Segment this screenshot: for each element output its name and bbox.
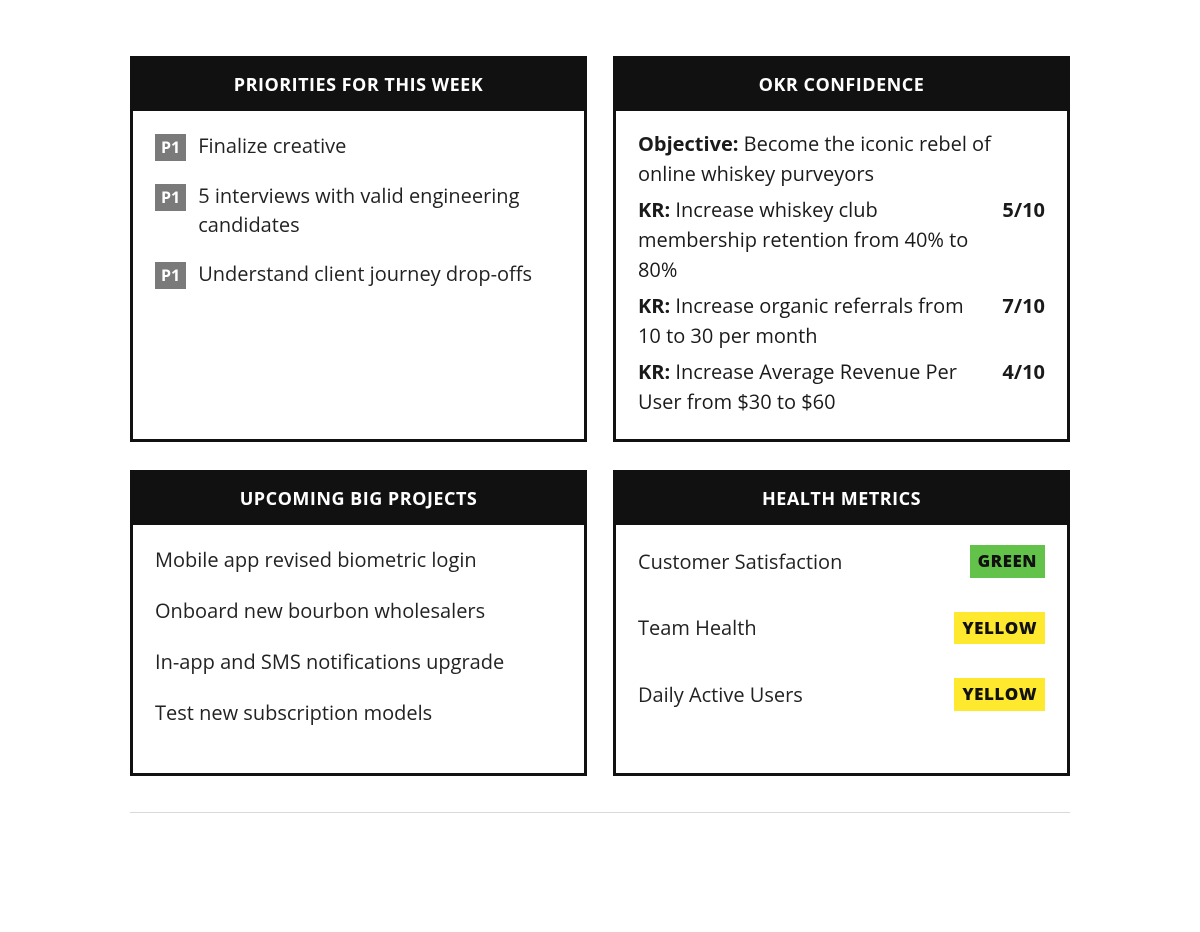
health-label: Daily Active Users xyxy=(638,680,803,709)
health-status-badge: GREEN xyxy=(970,545,1045,578)
project-item: Mobile app revised biometric login xyxy=(155,545,562,574)
health-row: Customer Satisfaction GREEN xyxy=(638,545,1045,578)
priority-badge: P1 xyxy=(155,134,186,161)
okr-kr-text: KR: Increase organic referrals from 10 t… xyxy=(638,291,986,351)
projects-card: UPCOMING BIG PROJECTS Mobile app revised… xyxy=(130,470,587,776)
okr-kr-text: KR: Increase whiskey club membership ret… xyxy=(638,195,986,285)
priority-item: P1 5 interviews with valid engineering c… xyxy=(155,181,562,239)
okr-kr-score: 7/10 xyxy=(1002,291,1045,351)
okr-objective: Objective: Become the iconic rebel of on… xyxy=(638,129,1045,189)
priority-badge: P1 xyxy=(155,184,186,211)
health-card: HEALTH METRICS Customer Satisfaction GRE… xyxy=(613,470,1070,776)
okr-card: OKR CONFIDENCE Objective: Become the ico… xyxy=(613,56,1070,442)
project-item: In-app and SMS notifications upgrade xyxy=(155,647,562,676)
priority-text: Finalize creative xyxy=(198,131,562,160)
okr-kr-score: 4/10 xyxy=(1002,357,1045,417)
health-row: Team Health YELLOW xyxy=(638,612,1045,645)
okr-kr-label: KR: xyxy=(638,292,670,319)
okr-header: OKR CONFIDENCE xyxy=(616,59,1067,111)
okr-kr-label: KR: xyxy=(638,196,670,223)
health-status-badge: YELLOW xyxy=(954,612,1045,645)
projects-header: UPCOMING BIG PROJECTS xyxy=(133,473,584,525)
priority-item: P1 Finalize creative xyxy=(155,131,562,161)
okr-kr: KR: Increase Average Revenue Per User fr… xyxy=(638,357,1045,417)
health-body: Customer Satisfaction GREEN Team Health … xyxy=(616,525,1067,769)
priority-badge: P1 xyxy=(155,262,186,289)
okr-kr-desc: Increase Average Revenue Per User from $… xyxy=(638,358,957,415)
okr-kr-desc: Increase whiskey club membership retenti… xyxy=(638,196,968,283)
priorities-body: P1 Finalize creative P1 5 interviews wit… xyxy=(133,111,584,333)
project-item: Test new subscription models xyxy=(155,698,562,727)
project-item: Onboard new bourbon wholesalers xyxy=(155,596,562,625)
projects-body: Mobile app revised biometric login Onboa… xyxy=(133,525,584,773)
okr-kr-desc: Increase organic referrals from 10 to 30… xyxy=(638,292,964,349)
priorities-header: PRIORITIES FOR THIS WEEK xyxy=(133,59,584,111)
priorities-card: PRIORITIES FOR THIS WEEK P1 Finalize cre… xyxy=(130,56,587,442)
health-label: Team Health xyxy=(638,613,757,642)
health-header: HEALTH METRICS xyxy=(616,473,1067,525)
okr-objective-label: Objective: xyxy=(638,130,738,157)
okr-kr-score: 5/10 xyxy=(1002,195,1045,285)
priority-text: Understand client journey drop-offs xyxy=(198,259,562,288)
health-row: Daily Active Users YELLOW xyxy=(638,678,1045,711)
priority-item: P1 Understand client journey drop-offs xyxy=(155,259,562,289)
okr-body: Objective: Become the iconic rebel of on… xyxy=(616,111,1067,439)
priority-text: 5 interviews with valid engineering cand… xyxy=(198,181,562,239)
health-status-badge: YELLOW xyxy=(954,678,1045,711)
okr-kr: KR: Increase whiskey club membership ret… xyxy=(638,195,1045,285)
footer-divider xyxy=(130,812,1070,813)
okr-kr-text: KR: Increase Average Revenue Per User fr… xyxy=(638,357,986,417)
okr-kr-label: KR: xyxy=(638,358,670,385)
health-label: Customer Satisfaction xyxy=(638,547,842,576)
okr-kr: KR: Increase organic referrals from 10 t… xyxy=(638,291,1045,351)
dashboard-grid: PRIORITIES FOR THIS WEEK P1 Finalize cre… xyxy=(130,56,1070,776)
